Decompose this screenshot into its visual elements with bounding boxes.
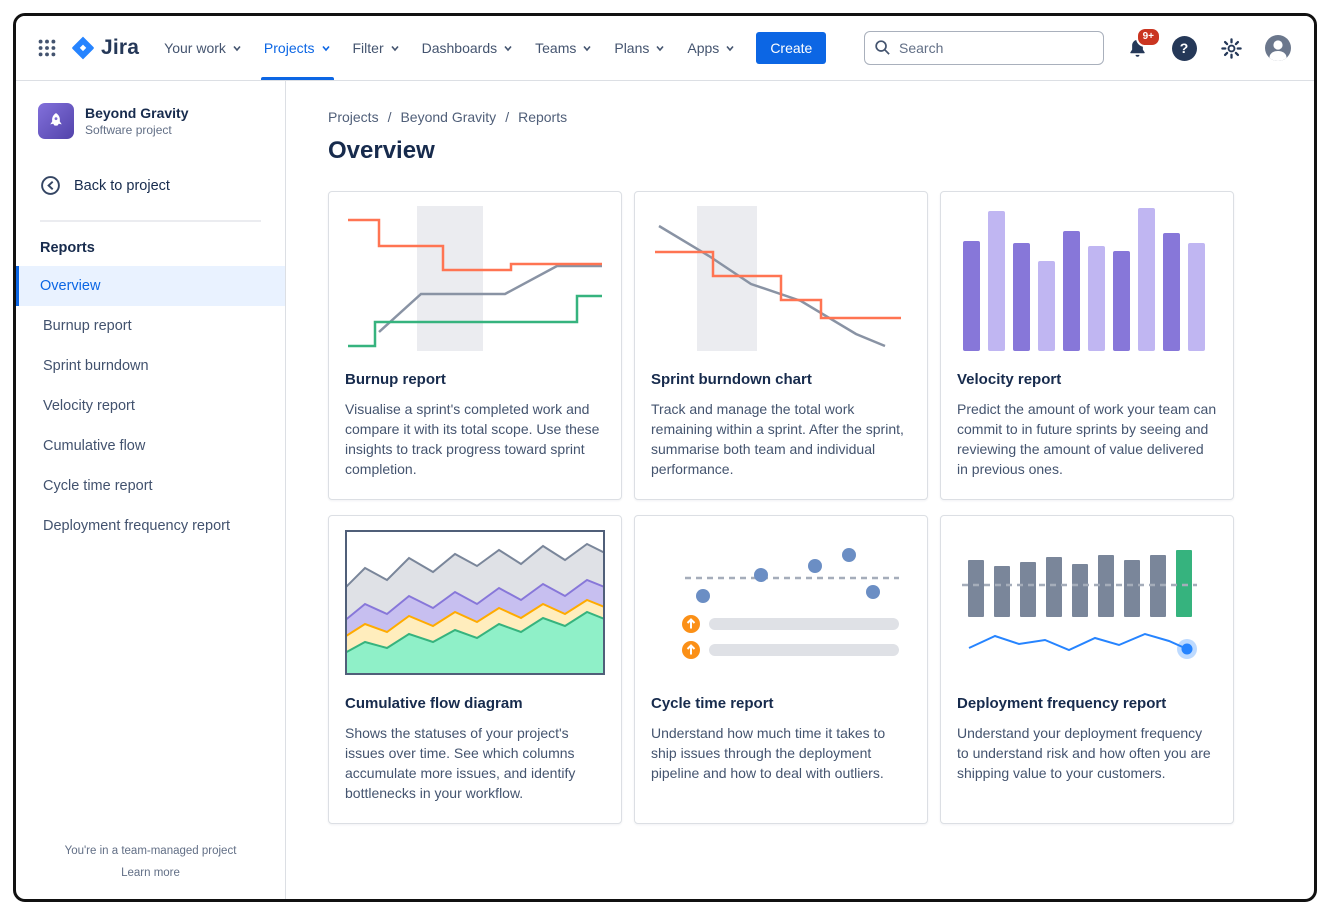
help-button[interactable]: ? [1170, 34, 1198, 62]
breadcrumb-project-name[interactable]: Beyond Gravity [400, 109, 497, 125]
card-title: Cycle time report [651, 695, 774, 713]
card-description: Track and manage the total work remainin… [651, 401, 904, 478]
learn-more-link[interactable]: Learn more [121, 867, 180, 880]
app-switcher-icon[interactable] [30, 31, 64, 65]
breadcrumb: Projects / Beyond Gravity / Reports [328, 109, 1270, 125]
profile-button[interactable] [1264, 34, 1292, 62]
jira-mark-icon [72, 36, 94, 60]
chevron-down-icon [391, 45, 399, 52]
chevron-down-icon [321, 45, 330, 52]
arrow-left-circle-icon [41, 176, 60, 195]
notifications-button[interactable]: 9+ [1123, 27, 1161, 62]
nav-item-teams[interactable]: Teams [524, 16, 603, 80]
settings-button[interactable] [1217, 34, 1245, 62]
question-icon: ? [1171, 35, 1197, 61]
sidebar-item-cycle-time-report[interactable]: Cycle time report [43, 478, 153, 494]
burnup-chart-thumbnail [348, 206, 602, 351]
reports-section-heading: Reports [40, 240, 95, 256]
sidebar-item-deployment-frequency-report[interactable]: Deployment frequency report [43, 518, 230, 534]
rocket-icon [50, 113, 62, 126]
card-title: Cumulative flow diagram [345, 695, 523, 713]
deployment-frequency-chart-thumbnail [962, 550, 1197, 660]
breadcrumb-projects[interactable]: Projects [328, 109, 379, 125]
sidebar-footer: You're in a team-managed project Learn m… [16, 841, 285, 885]
card-cycle-time-report[interactable]: Cycle time report Understand how much ti… [634, 515, 928, 825]
card-description: Visualise a sprint's completed work and … [345, 401, 600, 478]
velocity-chart-thumbnail [963, 208, 1205, 351]
chevron-down-icon [583, 45, 591, 52]
nav-item-plans[interactable]: Plans [603, 16, 676, 80]
project-name: Beyond Gravity [85, 105, 189, 121]
chevron-down-icon [504, 45, 512, 52]
chevron-down-icon [233, 45, 241, 52]
gear-icon [1220, 37, 1242, 59]
burndown-chart-thumbnail [655, 206, 901, 351]
grid-dots-icon [38, 39, 56, 57]
back-to-project-link[interactable]: Back to project [16, 161, 285, 210]
card-title: Velocity report [957, 371, 1062, 388]
sidebar-item-sprint-burndown[interactable]: Sprint burndown [43, 358, 149, 374]
breadcrumb-reports[interactable]: Reports [518, 109, 568, 125]
sidebar-item-velocity-report[interactable]: Velocity report [43, 398, 135, 414]
card-description: Understand how much time it takes to shi… [651, 725, 886, 782]
search-icon [875, 40, 890, 55]
chevron-down-icon [656, 45, 664, 52]
search-box [864, 31, 1104, 65]
card-cumulative-flow[interactable]: Cumulative flow diagram Shows the status… [328, 515, 622, 825]
nav-item-apps[interactable]: Apps [676, 16, 746, 80]
project-type: Software project [85, 123, 172, 137]
breadcrumb-separator: / [505, 109, 510, 125]
project-avatar [38, 103, 74, 139]
chevron-down-icon [726, 45, 734, 52]
breadcrumb-separator: / [387, 109, 392, 125]
report-cards-grid: Burnup report Visualise a sprint's compl… [328, 191, 1270, 825]
project-header: Beyond Gravity Software project [16, 103, 285, 147]
avatar-icon [1265, 35, 1291, 61]
card-burnup-report[interactable]: Burnup report Visualise a sprint's compl… [328, 191, 622, 501]
top-navigation: Jira Your work Projects Filter Dashboard… [16, 16, 1314, 81]
search-input[interactable] [864, 31, 1104, 65]
nav-item-dashboards[interactable]: Dashboards [411, 16, 525, 80]
jira-logo[interactable]: Jira [70, 35, 139, 61]
card-sprint-burndown[interactable]: Sprint burndown chart Track and manage t… [634, 191, 928, 501]
create-button[interactable]: Create [756, 32, 827, 64]
nav-item-filter[interactable]: Filter [342, 16, 411, 80]
team-managed-note: You're in a team-managed project [64, 845, 237, 858]
sidebar-item-cumulative-flow[interactable]: Cumulative flow [43, 438, 146, 454]
card-title: Sprint burndown chart [651, 371, 812, 388]
card-description: Predict the amount of work your team can… [957, 401, 1217, 478]
nav-item-projects[interactable]: Projects [253, 16, 342, 80]
page-title: Overview [328, 137, 435, 164]
card-title: Deployment frequency report [957, 695, 1167, 713]
card-deployment-frequency-report[interactable]: Deployment frequency report Understand y… [940, 515, 1234, 825]
project-sidebar: Beyond Gravity Software project Back to … [16, 81, 286, 899]
card-velocity-report[interactable]: Velocity report Predict the amount of wo… [940, 191, 1234, 501]
main-content: Projects / Beyond Gravity / Reports Over… [286, 81, 1314, 899]
notification-badge: 9+ [1135, 27, 1161, 47]
sidebar-divider [40, 220, 261, 222]
cycle-time-chart-thumbnail [682, 548, 899, 660]
card-description: Understand your deployment frequency to … [957, 725, 1211, 782]
card-description: Shows the statuses of your project's iss… [345, 725, 576, 802]
app-window: Jira Your work Projects Filter Dashboard… [13, 13, 1317, 902]
nav-item-your-work[interactable]: Your work [153, 16, 253, 80]
card-title: Burnup report [345, 371, 446, 388]
cumulative-flow-thumbnail [345, 530, 605, 676]
logo-wordmark: Jira [101, 36, 140, 59]
sidebar-item-overview[interactable]: Overview [16, 266, 285, 306]
sidebar-item-burnup-report[interactable]: Burnup report [43, 318, 132, 334]
